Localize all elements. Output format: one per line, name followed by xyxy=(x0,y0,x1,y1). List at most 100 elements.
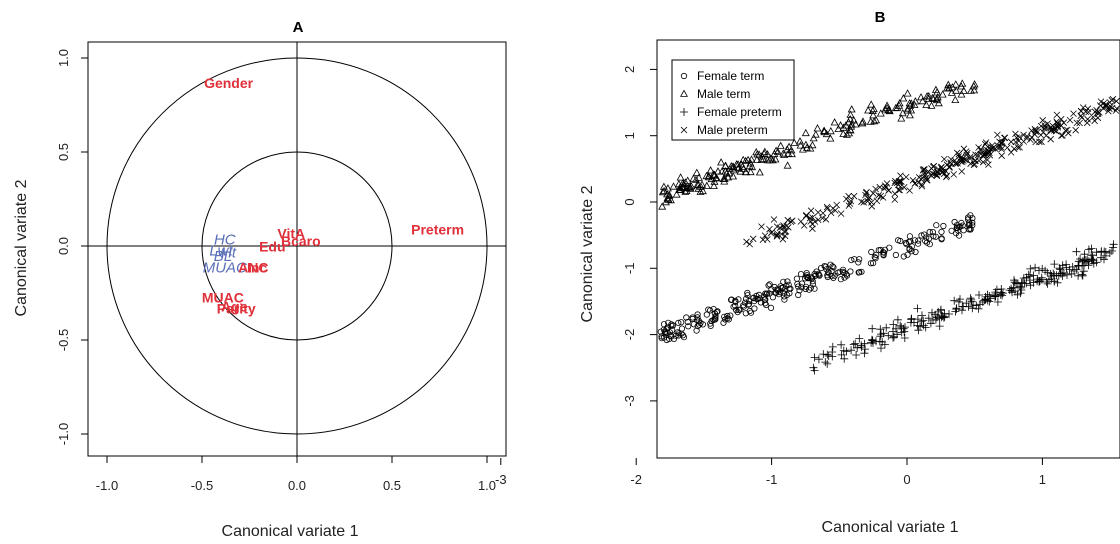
panel-b-point xyxy=(903,89,912,97)
panel-b-y-tick-label: 0 xyxy=(622,198,637,205)
panel-b-point xyxy=(767,304,775,311)
panel-b-point xyxy=(1043,279,1052,288)
panel-b-point xyxy=(773,223,781,230)
panel-b-point xyxy=(741,299,749,306)
panel-b-point xyxy=(933,88,942,96)
panel-b-point xyxy=(843,195,850,203)
panel-b-point xyxy=(703,311,710,318)
panel-b-point xyxy=(967,295,976,304)
panel-b-point xyxy=(706,166,715,174)
panel-a-y-tick-label: 0.0 xyxy=(56,237,71,255)
panel-b-point xyxy=(1007,149,1015,156)
panel-b-point xyxy=(850,192,858,200)
panel-b-point xyxy=(932,233,939,240)
panel-b-point xyxy=(747,309,755,316)
panel-b-point xyxy=(739,164,748,172)
panel-b-point xyxy=(962,299,971,308)
panel-b-point xyxy=(877,246,884,254)
panel-b-point xyxy=(724,315,731,322)
panel-b-point xyxy=(685,323,692,330)
panel-b-point xyxy=(1020,279,1029,288)
panel-b-point xyxy=(744,289,751,297)
panel-b-point xyxy=(1016,144,1023,151)
panel-b-point xyxy=(876,183,884,191)
panel-b-point xyxy=(1109,243,1118,252)
panel-b-point xyxy=(822,129,831,138)
panel-b-point xyxy=(672,190,681,198)
panel-b-point xyxy=(819,350,828,359)
panel-a-variable-label: Parity xyxy=(217,301,256,317)
panel-b-point xyxy=(1083,119,1091,127)
panel-b-point xyxy=(910,100,919,108)
panel-b-point xyxy=(796,287,803,294)
panel-b-point xyxy=(943,161,951,168)
panel-b-point xyxy=(724,312,731,320)
panel-b-point xyxy=(906,233,914,240)
panel-b-point xyxy=(675,319,682,326)
panel-b-point xyxy=(798,284,805,291)
panel-b-point xyxy=(848,256,855,264)
panel-b-point xyxy=(923,176,930,184)
panel-b-point xyxy=(1049,269,1058,278)
panel-b-point xyxy=(868,336,877,344)
panel-b-legend-label: Male term xyxy=(697,87,750,101)
panel-b-point xyxy=(908,243,916,250)
panel-b-point xyxy=(1012,279,1021,288)
panel-b-point xyxy=(841,274,848,281)
panel-b-point xyxy=(879,194,887,201)
panel-b-point xyxy=(993,298,1002,306)
panel-b-point xyxy=(928,93,937,102)
panel-b-point xyxy=(982,148,989,155)
panel-b-y-tick-label: -1 xyxy=(622,263,637,275)
panel-b-point xyxy=(752,155,761,163)
panel-b-point xyxy=(858,268,865,275)
panel-b-point xyxy=(972,151,979,158)
panel-b-point xyxy=(665,190,674,199)
panel-b-point xyxy=(1027,136,1034,143)
panel-b-point xyxy=(975,291,983,299)
panel-b-point xyxy=(1053,278,1062,287)
panel-b-point xyxy=(787,285,794,292)
panel-b-point xyxy=(664,324,671,331)
panel-a-variable-label: BL xyxy=(214,248,232,265)
panel-b-point xyxy=(759,236,767,243)
panel-b-point xyxy=(940,222,947,230)
panel-b-point xyxy=(907,315,916,324)
panel-b-point xyxy=(956,295,964,304)
panel-b-point xyxy=(839,346,848,355)
panel-b-point xyxy=(1100,100,1107,107)
panel-b-point xyxy=(998,138,1006,145)
panel-b-point xyxy=(1007,138,1015,146)
panel-b-point xyxy=(720,177,729,185)
panel-b-point xyxy=(963,151,970,159)
panel-b-point xyxy=(873,251,880,258)
panel-b-point xyxy=(839,129,848,137)
panel-b-point xyxy=(917,175,925,183)
panel-b-legend-box xyxy=(671,59,795,141)
panel-b-point xyxy=(911,237,919,244)
panel-b-point xyxy=(1064,126,1071,134)
panel-b-point xyxy=(823,350,832,359)
panel-b-point xyxy=(669,182,678,190)
panel-b-point xyxy=(979,158,987,166)
panel-a-variable-label: Preterm xyxy=(411,222,464,238)
panel-b-point xyxy=(936,305,945,314)
panel-b-point xyxy=(668,322,675,329)
panel-b-legend-label: Female preterm xyxy=(697,105,782,119)
panel-b-point xyxy=(811,130,820,138)
panel-b-point xyxy=(900,184,908,191)
panel-b-point xyxy=(870,116,879,125)
panel-b-point xyxy=(658,202,667,210)
panel-b-point xyxy=(694,184,703,192)
panel-b-point xyxy=(921,166,928,173)
panel-b-point xyxy=(926,228,933,236)
panel-b-point xyxy=(662,197,670,206)
panel-b-point xyxy=(1089,259,1098,268)
panel-b-point xyxy=(938,163,945,171)
panel-b-point xyxy=(1076,255,1085,263)
panel-b-point xyxy=(881,105,890,113)
panel-b-point xyxy=(958,306,966,315)
panel-b-point xyxy=(659,182,668,190)
panel-b-point xyxy=(862,189,870,196)
panel-b-point xyxy=(748,162,757,171)
